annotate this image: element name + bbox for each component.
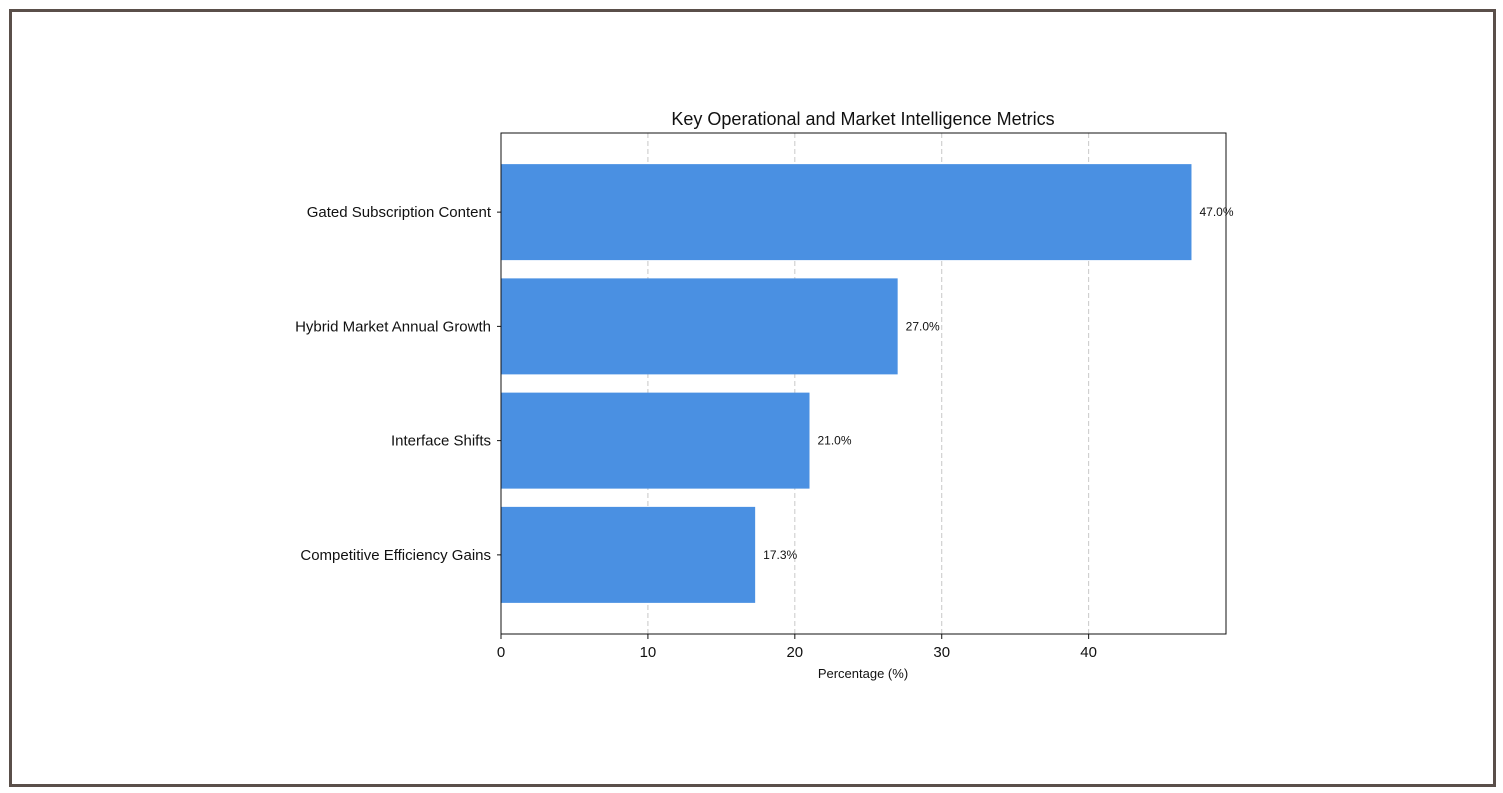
category-label: Competitive Efficiency Gains: [300, 547, 491, 564]
bar: [501, 278, 898, 375]
x-tick-label: 40: [1080, 644, 1097, 661]
x-tick-label: 20: [786, 644, 803, 661]
data-label: 47.0%: [1199, 205, 1233, 219]
bars: [501, 164, 1192, 603]
plot-area-border: [500, 132, 1227, 635]
bar: [501, 392, 810, 489]
data-label: 27.0%: [906, 319, 940, 333]
bar: [501, 506, 756, 603]
x-tick-label: 10: [640, 644, 657, 661]
category-label: Hybrid Market Annual Growth: [295, 318, 491, 335]
category-labels: Gated Subscription Content Hybrid Market …: [295, 204, 501, 564]
category-label: Interface Shifts: [391, 433, 491, 450]
x-tick-label: 0: [497, 644, 505, 661]
data-label: 21.0%: [818, 434, 852, 448]
bar: [501, 164, 1192, 261]
chart-title: Key Operational and Market Intelligence …: [671, 109, 1054, 129]
data-labels: 47.0% 27.0% 21.0% 17.3%: [763, 205, 1234, 562]
category-label: Gated Subscription Content: [307, 204, 492, 221]
x-tick-label: 30: [933, 644, 950, 661]
data-label: 17.3%: [763, 548, 797, 562]
x-axis-label: Percentage (%): [818, 666, 908, 681]
x-axis-ticks: 0 10 20 30 40: [497, 634, 1097, 661]
